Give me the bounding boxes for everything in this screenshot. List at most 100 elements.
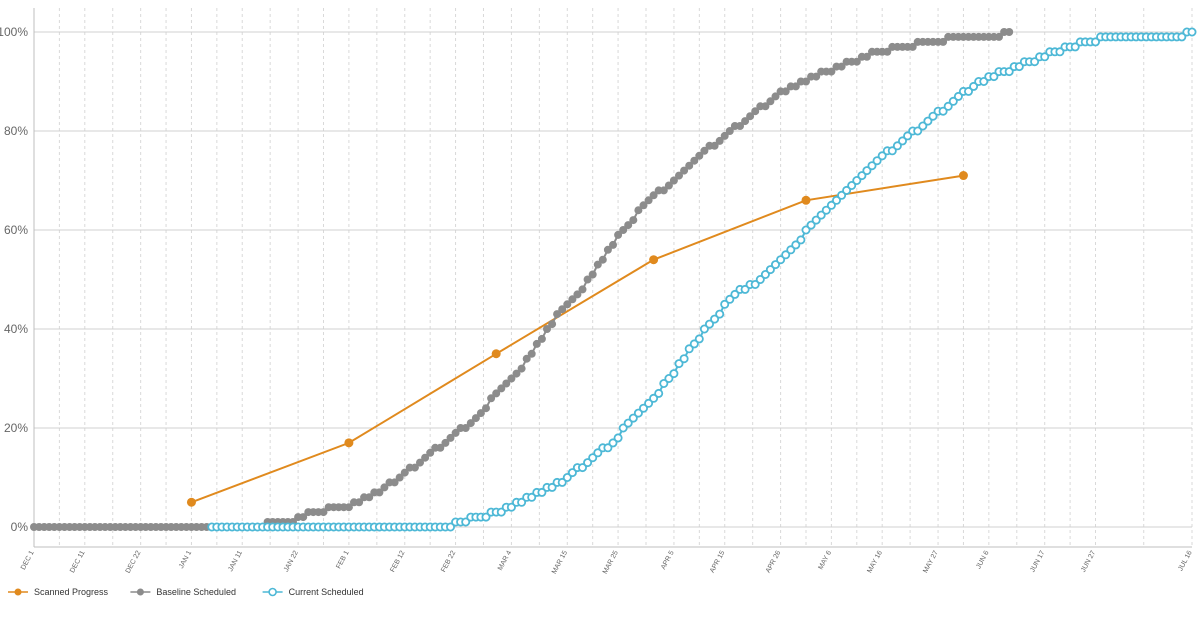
data-point[interactable]	[964, 86, 974, 96]
data-point[interactable]	[989, 72, 999, 82]
data-point[interactable]	[684, 344, 694, 354]
data-point[interactable]	[750, 279, 760, 289]
data-point[interactable]	[679, 354, 689, 364]
data-point[interactable]	[649, 255, 659, 265]
data-point[interactable]	[1177, 32, 1187, 42]
data-point[interactable]	[694, 334, 704, 344]
data-point[interactable]	[720, 131, 729, 140]
data-point[interactable]	[715, 136, 724, 145]
data-point[interactable]	[487, 394, 496, 403]
data-point[interactable]	[908, 42, 917, 51]
data-point[interactable]	[649, 393, 659, 403]
data-point[interactable]	[710, 314, 720, 324]
data-point[interactable]	[416, 458, 424, 467]
data-point[interactable]	[801, 195, 811, 205]
data-point[interactable]	[741, 117, 750, 126]
data-point[interactable]	[812, 72, 821, 81]
data-point[interactable]	[623, 418, 633, 428]
data-point[interactable]	[842, 185, 852, 195]
data-point[interactable]	[816, 210, 826, 220]
data-point[interactable]	[862, 166, 872, 176]
data-point[interactable]	[903, 131, 913, 141]
data-point[interactable]	[827, 67, 836, 76]
data-point[interactable]	[1187, 27, 1197, 37]
data-point[interactable]	[781, 87, 790, 96]
data-point[interactable]	[603, 443, 613, 453]
data-point[interactable]	[969, 81, 979, 91]
data-point[interactable]	[497, 384, 506, 393]
data-point[interactable]	[730, 289, 740, 299]
data-point[interactable]	[654, 388, 664, 398]
data-point[interactable]	[918, 121, 928, 131]
data-point[interactable]	[609, 240, 617, 249]
data-point[interactable]	[857, 171, 867, 181]
data-point[interactable]	[821, 205, 831, 215]
data-point[interactable]	[699, 324, 709, 334]
data-point[interactable]	[1040, 52, 1050, 62]
data-point[interactable]	[725, 127, 734, 135]
data-point[interactable]	[186, 497, 196, 507]
data-point[interactable]	[700, 146, 709, 155]
data-point[interactable]	[776, 255, 786, 265]
data-point[interactable]	[675, 171, 683, 180]
data-point[interactable]	[573, 290, 582, 299]
data-point[interactable]	[563, 300, 572, 309]
data-point[interactable]	[543, 325, 551, 333]
data-point[interactable]	[299, 513, 308, 522]
data-point[interactable]	[802, 77, 810, 86]
data-point[interactable]	[583, 275, 592, 284]
data-point[interactable]	[852, 175, 862, 185]
data-point[interactable]	[481, 512, 491, 522]
data-point[interactable]	[400, 468, 409, 477]
data-point[interactable]	[746, 112, 755, 121]
data-point[interactable]	[506, 502, 516, 512]
data-point[interactable]	[517, 364, 526, 373]
data-point[interactable]	[898, 136, 908, 146]
data-point[interactable]	[426, 448, 435, 457]
data-point[interactable]	[806, 220, 816, 230]
data-point[interactable]	[537, 334, 546, 343]
data-point[interactable]	[796, 235, 806, 245]
data-point[interactable]	[710, 141, 719, 150]
data-point[interactable]	[720, 299, 730, 309]
data-point[interactable]	[614, 230, 623, 239]
data-point[interactable]	[390, 478, 399, 487]
data-point[interactable]	[629, 216, 638, 225]
data-point[interactable]	[421, 453, 430, 462]
data-point[interactable]	[1004, 67, 1014, 77]
data-point[interactable]	[355, 498, 364, 507]
data-point[interactable]	[664, 181, 673, 190]
data-point[interactable]	[624, 221, 633, 230]
data-point[interactable]	[883, 47, 892, 56]
data-point[interactable]	[669, 176, 678, 185]
data-point[interactable]	[583, 458, 593, 468]
data-point[interactable]	[598, 255, 607, 264]
data-point[interactable]	[634, 206, 643, 215]
data-point[interactable]	[471, 414, 480, 423]
data-point[interactable]	[862, 52, 871, 61]
data-point[interactable]	[953, 91, 963, 101]
data-point[interactable]	[410, 463, 419, 472]
data-point[interactable]	[507, 374, 516, 383]
data-point[interactable]	[867, 161, 877, 171]
data-point[interactable]	[567, 468, 577, 478]
data-point[interactable]	[395, 473, 404, 482]
data-point[interactable]	[705, 319, 715, 329]
data-point[interactable]	[537, 487, 547, 497]
data-point[interactable]	[948, 96, 958, 106]
data-point[interactable]	[913, 126, 923, 136]
data-point[interactable]	[593, 260, 602, 269]
data-point[interactable]	[887, 146, 897, 156]
data-point[interactable]	[765, 265, 775, 275]
data-point[interactable]	[938, 106, 948, 116]
data-point[interactable]	[832, 195, 842, 205]
data-point[interactable]	[578, 463, 588, 473]
data-point[interactable]	[344, 438, 354, 448]
data-point[interactable]	[715, 309, 725, 319]
data-point[interactable]	[644, 196, 653, 205]
data-point[interactable]	[482, 404, 490, 413]
data-point[interactable]	[568, 295, 577, 304]
data-point[interactable]	[725, 294, 735, 304]
data-point[interactable]	[547, 482, 557, 492]
data-point[interactable]	[639, 403, 649, 413]
